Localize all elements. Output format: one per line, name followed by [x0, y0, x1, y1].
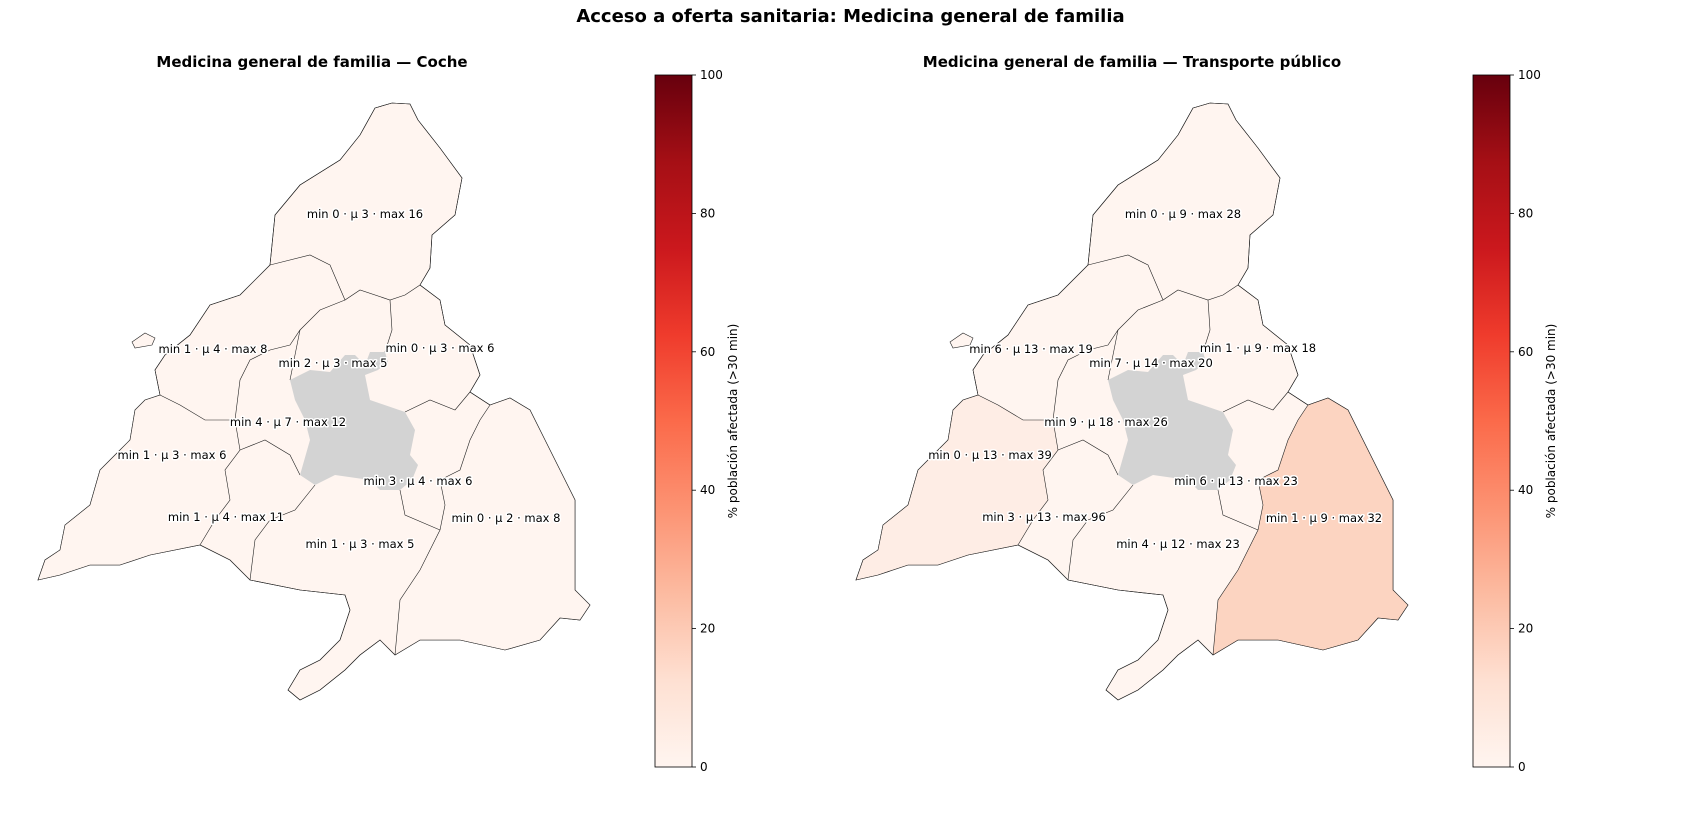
- region-label-northeast: min 1 · μ 9 · max 18: [1200, 341, 1316, 355]
- colorbar-label: % población afectada (>30 min): [726, 324, 740, 519]
- region-label-northeast: min 0 · μ 3 · max 6: [386, 341, 495, 355]
- region-label-center-west: min 9 · μ 18 · max 26: [1044, 415, 1168, 429]
- madrid-city-no-data: [290, 352, 418, 490]
- region-label-north: min 0 · μ 3 · max 16: [307, 207, 423, 221]
- car-map: min 0 · μ 3 · max 16 min 1 · μ 4 · max 8 m…: [37, 102, 591, 701]
- right-map-title: Medicina general de familia — Transporte…: [922, 53, 1342, 71]
- colorbar-tick-label: 40: [1518, 483, 1533, 497]
- region-boundary: [394, 404, 491, 656]
- region-boundary: [239, 439, 301, 476]
- region-boundary: [404, 391, 471, 413]
- madrid-city-no-data: [1108, 352, 1236, 490]
- region-west: [856, 395, 1058, 580]
- region-label-east: min 0 · μ 2 · max 8: [452, 511, 561, 525]
- region-label-south: min 4 · μ 12 · max 23: [1116, 537, 1240, 551]
- region-label-east-center: min 3 · μ 4 · max 6: [364, 474, 473, 488]
- region-boundary: [199, 419, 241, 546]
- region-boundary: [1067, 484, 1134, 581]
- region-boundary: [269, 254, 421, 301]
- colorbar-tick-label: 60: [700, 345, 715, 359]
- region-label-north-center: min 2 · μ 3 · max 5: [279, 356, 388, 370]
- colorbar-tick-label: 40: [700, 483, 715, 497]
- region-boundary: [384, 299, 393, 353]
- region-islet: [131, 332, 156, 349]
- region-label-east-center: min 6 · μ 13 · max 23: [1174, 474, 1298, 488]
- transit-map: min 0 · μ 9 · max 28 min 6 · μ 13 · max 1…: [855, 102, 1409, 701]
- region-east: [1213, 398, 1408, 655]
- region-label-southwest: min 3 · μ 13 · max 96: [982, 510, 1106, 524]
- map-border: [855, 102, 1409, 701]
- region-boundary: [1057, 439, 1119, 476]
- colorbar-tick-label: 20: [1518, 622, 1533, 636]
- colorbar: [654, 74, 693, 768]
- region-boundary: [289, 329, 301, 381]
- colorbar-tick-label: 100: [700, 68, 723, 82]
- left-map-title: Medicina general de familia — Coche: [156, 53, 468, 71]
- region-boundary: [977, 299, 1164, 421]
- map-border: [37, 102, 591, 701]
- region-label-west: min 0 · μ 13 · max 39: [928, 448, 1052, 462]
- region-boundary: [1222, 391, 1289, 413]
- region-boundary: [1107, 329, 1119, 381]
- region-east: [395, 398, 590, 655]
- region-label-west: min 1 · μ 3 · max 6: [118, 448, 227, 462]
- region-label-south: min 1 · μ 3 · max 5: [306, 537, 415, 551]
- figure-title: Acceso a oferta sanitaria: Medicina gene…: [576, 6, 1125, 27]
- colorbar-tick-label: 0: [1518, 760, 1526, 774]
- region-label-north: min 0 · μ 9 · max 28: [1125, 207, 1241, 221]
- region-label-southwest: min 1 · μ 4 · max 11: [168, 510, 284, 524]
- colorbar-label: % población afectada (>30 min): [1544, 324, 1558, 519]
- colorbar-tick-label: 80: [1518, 206, 1533, 220]
- colorbar-tick-label: 0: [700, 760, 708, 774]
- region-west: [38, 395, 240, 580]
- region-label-northwest: min 6 · μ 13 · max 19: [969, 342, 1093, 356]
- region-boundary: [1217, 489, 1259, 531]
- colorbar-tick-label: 60: [1518, 345, 1533, 359]
- region-islet: [949, 332, 974, 349]
- colorbar-tick-label: 20: [700, 622, 715, 636]
- region-boundary: [1017, 419, 1059, 546]
- colorbar: [1472, 74, 1511, 768]
- colorbar-tick-label: 100: [1518, 68, 1541, 82]
- region-boundary: [399, 489, 441, 531]
- region-boundary: [1202, 299, 1211, 353]
- region-boundary: [1212, 404, 1309, 656]
- region-boundary: [249, 484, 316, 581]
- colorbar-tick-label: 80: [700, 206, 715, 220]
- region-boundary: [159, 299, 346, 421]
- region-label-north-center: min 7 · μ 14 · max 20: [1089, 356, 1213, 370]
- region-label-east: min 1 · μ 9 · max 32: [1266, 511, 1382, 525]
- region-boundary: [1087, 254, 1239, 301]
- region-label-center-west: min 4 · μ 7 · max 12: [230, 415, 346, 429]
- region-label-northwest: min 1 · μ 4 · max 8: [159, 342, 268, 356]
